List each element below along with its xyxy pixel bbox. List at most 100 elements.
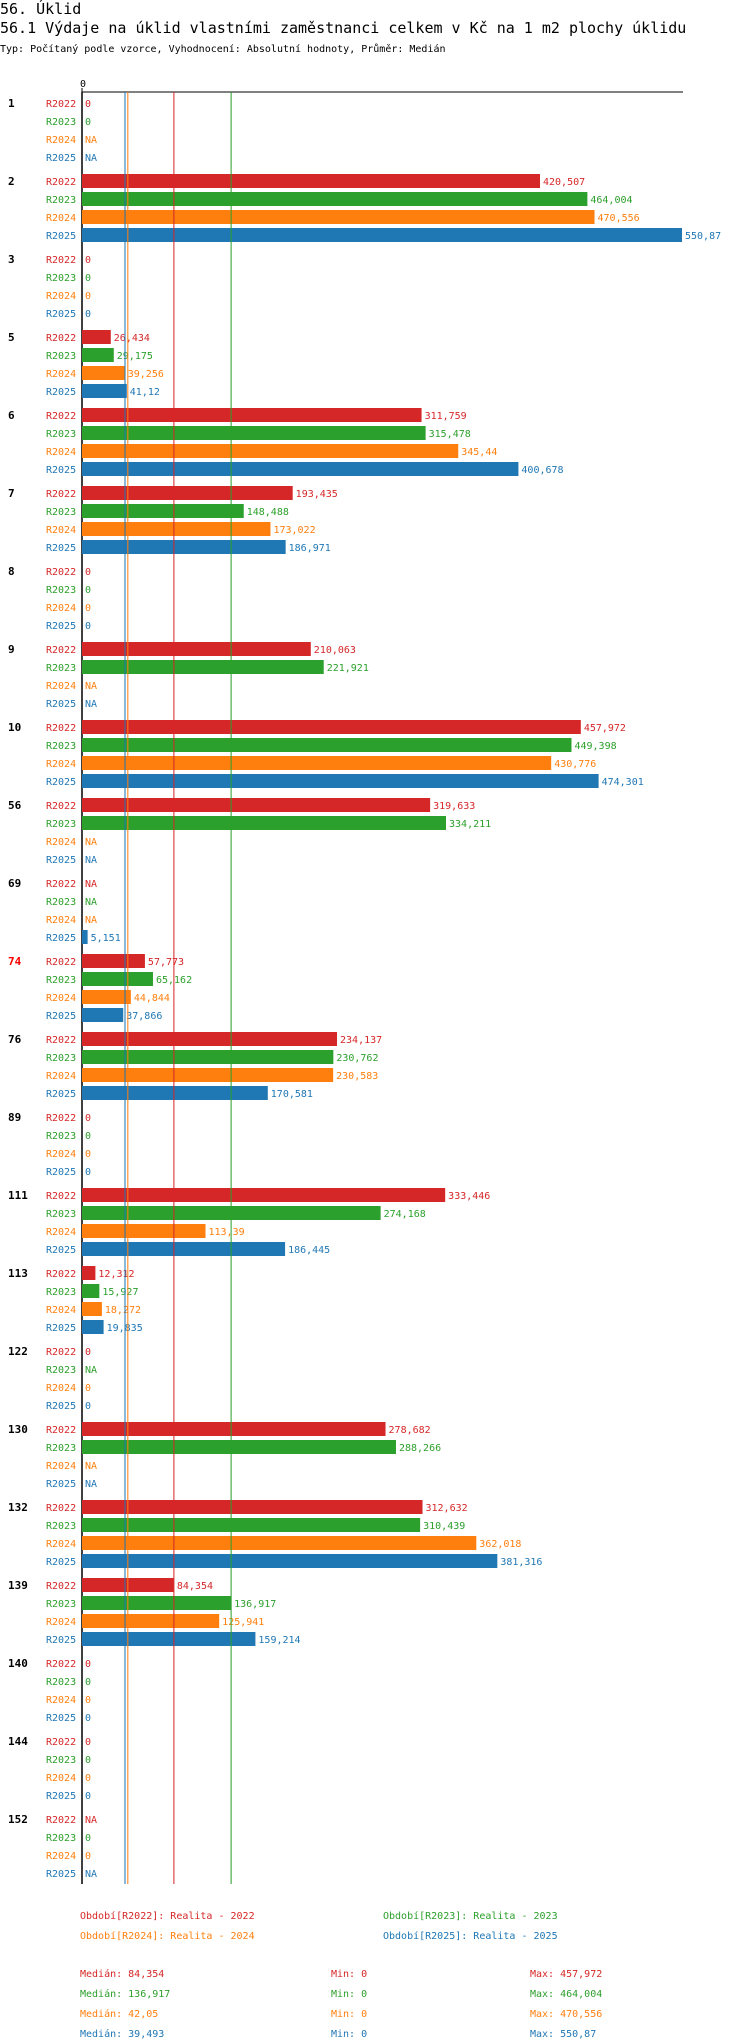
value-label: 170,581 — [271, 1089, 313, 1100]
value-label: 12,312 — [98, 1269, 134, 1280]
value-label: 0 — [85, 1113, 91, 1124]
value-label: 0 — [85, 1833, 91, 1844]
bar — [82, 720, 581, 734]
bar — [82, 1320, 104, 1334]
series-label: R2025 — [46, 699, 76, 710]
value-label: NA — [85, 153, 97, 164]
series-label: R2025 — [46, 231, 76, 242]
bar — [82, 1614, 220, 1628]
bar — [82, 1188, 446, 1202]
bar — [82, 990, 131, 1004]
series-label: R2023 — [46, 1365, 76, 1376]
value-label: 186,971 — [289, 543, 331, 554]
series-label: R2023 — [46, 585, 76, 596]
series-label: R2025 — [46, 387, 76, 398]
value-label: 311,759 — [425, 411, 467, 422]
value-label: 464,004 — [590, 195, 632, 206]
group-label: 113 — [8, 1267, 28, 1280]
value-label: 136,917 — [234, 1599, 276, 1610]
value-label: 210,063 — [314, 645, 356, 656]
value-label: 430,776 — [554, 759, 596, 770]
value-label: 0 — [85, 291, 91, 302]
group-label: 132 — [8, 1501, 28, 1514]
group-label: 10 — [8, 721, 21, 734]
series-label: R2023 — [46, 195, 76, 206]
series-label: R2025 — [46, 1089, 76, 1100]
legend-median: Medián: 136,917 — [80, 1989, 171, 2000]
bar — [82, 330, 111, 344]
bar — [82, 1266, 96, 1280]
group-label: 152 — [8, 1813, 28, 1826]
legend-period-entry: Období[R2022]: Realita - 2022 — [80, 1911, 255, 1922]
legend-max: Max: 470,556 — [530, 2009, 603, 2020]
bar — [82, 228, 682, 242]
legend-max: Max: 457,972 — [530, 1969, 603, 1980]
value-label: 39,256 — [128, 369, 164, 380]
value-label: NA — [85, 681, 97, 692]
series-label: R2024 — [46, 603, 76, 614]
value-label: NA — [85, 915, 97, 926]
series-label: R2022 — [46, 567, 76, 578]
value-label: 0 — [85, 1131, 91, 1142]
bar — [82, 366, 125, 380]
bar — [82, 1068, 334, 1082]
series-label: R2023 — [46, 1287, 76, 1298]
series-label: R2022 — [46, 1737, 76, 1748]
series-label: R2023 — [46, 351, 76, 362]
group-label: 111 — [8, 1189, 28, 1202]
value-label: 5,151 — [91, 933, 121, 944]
series-label: R2022 — [46, 333, 76, 344]
value-label: 0 — [85, 1695, 91, 1706]
group-label: 140 — [8, 1657, 28, 1670]
series-label: R2022 — [46, 1113, 76, 1124]
series-label: R2024 — [46, 135, 76, 146]
bar — [82, 1302, 102, 1316]
bar — [82, 930, 88, 944]
series-label: R2022 — [46, 1269, 76, 1280]
series-label: R2023 — [46, 117, 76, 128]
series-label: R2023 — [46, 1131, 76, 1142]
series-label: R2023 — [46, 1755, 76, 1766]
legend-period-entry: Období[R2023]: Realita - 2023 — [383, 1911, 558, 1922]
group-label: 139 — [8, 1579, 28, 1592]
series-label: R2024 — [46, 447, 76, 458]
value-label: NA — [85, 1869, 97, 1880]
bar — [82, 540, 286, 554]
value-label: 44,844 — [134, 993, 170, 1004]
value-label: 41,12 — [130, 387, 160, 398]
bar — [82, 954, 145, 968]
value-label: NA — [85, 135, 97, 146]
value-label: 113,39 — [209, 1227, 245, 1238]
value-label: 0 — [85, 117, 91, 128]
bar — [82, 1500, 423, 1514]
series-label: R2023 — [46, 1521, 76, 1532]
value-label: 333,446 — [448, 1191, 490, 1202]
value-label: 0 — [85, 1167, 91, 1178]
series-label: R2024 — [46, 1539, 76, 1550]
series-label: R2024 — [46, 837, 76, 848]
series-label: R2024 — [46, 1617, 76, 1628]
series-label: R2023 — [46, 897, 76, 908]
series-label: R2023 — [46, 507, 76, 518]
value-label: 0 — [85, 567, 91, 578]
series-label: R2025 — [46, 1869, 76, 1880]
bar — [82, 348, 114, 362]
series-label: R2024 — [46, 1305, 76, 1316]
series-label: R2025 — [46, 855, 76, 866]
value-label: 57,773 — [148, 957, 184, 968]
value-label: NA — [85, 1365, 97, 1376]
series-label: R2022 — [46, 1581, 76, 1592]
series-label: R2023 — [46, 819, 76, 830]
value-label: 0 — [85, 309, 91, 320]
value-label: 288,266 — [399, 1443, 441, 1454]
bar — [82, 408, 422, 422]
bar — [82, 486, 293, 500]
bar — [82, 1518, 421, 1532]
series-label: R2025 — [46, 1245, 76, 1256]
bar — [82, 1224, 206, 1238]
value-label: 0 — [85, 1791, 91, 1802]
value-label: 312,632 — [426, 1503, 468, 1514]
legend-min: Min: 0 — [331, 1989, 368, 2000]
series-label: R2022 — [46, 1815, 76, 1826]
series-label: R2022 — [46, 1659, 76, 1670]
